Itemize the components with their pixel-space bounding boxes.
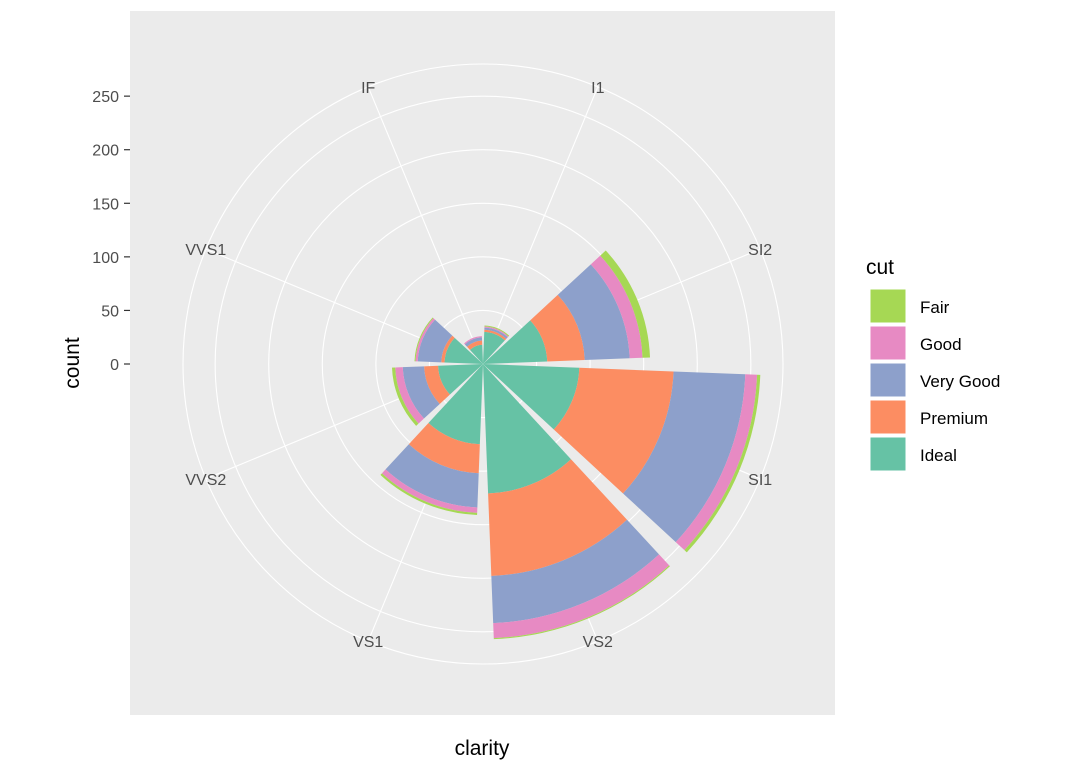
category-label-vs2: VS2 — [583, 634, 613, 651]
bar-if-premium — [466, 340, 483, 350]
grid-spoke-i1 — [482, 86, 599, 365]
legend-swatch-fair — [869, 288, 907, 324]
bar-vvs2-very-good — [402, 366, 440, 419]
grid-circle-200 — [268, 149, 698, 579]
category-label-vvs2: VVS2 — [185, 472, 226, 489]
legend-label-good: Good — [920, 335, 962, 354]
legend-label-premium: Premium — [920, 409, 988, 428]
bar-vvs2-fair — [391, 367, 419, 426]
bar-vs2-good — [493, 554, 670, 639]
category-label-vs1: VS1 — [353, 634, 383, 651]
grid-circle-250 — [214, 95, 752, 633]
grid-circle-100 — [375, 256, 591, 472]
legend-swatch-ideal — [869, 436, 907, 472]
bar-si2-premium — [530, 294, 585, 362]
y-tick-label-0: 0 — [110, 357, 119, 374]
y-tick-label-150: 150 — [92, 196, 119, 213]
bar-vs1-very-good — [385, 444, 479, 508]
grid-circle-50 — [428, 309, 538, 419]
category-label-si1: SI1 — [748, 472, 772, 489]
bar-si1-very-good — [623, 371, 746, 543]
bar-vvs1-very-good — [417, 319, 453, 363]
legend-label-fair: Fair — [920, 298, 950, 317]
grid-circle-150 — [321, 202, 645, 526]
legend-label-ideal: Ideal — [920, 446, 957, 465]
legend-swatch-good — [869, 325, 907, 361]
bar-si2-ideal — [483, 320, 548, 364]
bar-si1-premium — [553, 367, 674, 494]
legend-title: cut — [866, 256, 894, 279]
bars — [380, 250, 761, 640]
bar-vvs2-ideal — [438, 364, 483, 395]
y-axis: 0 50 100 150 200 250 — [92, 89, 130, 374]
bar-si2-good — [590, 255, 643, 359]
bar-vs2-ideal — [483, 364, 572, 494]
y-tick-label-100: 100 — [92, 250, 119, 267]
category-label-if: IF — [361, 80, 375, 97]
bar-if-ideal — [469, 344, 483, 364]
y-tick-label-50: 50 — [101, 303, 119, 320]
y-axis-title: count — [61, 337, 84, 389]
y-tick-label-200: 200 — [92, 143, 119, 160]
bar-vs2-premium — [488, 459, 628, 576]
grid-circle-outer — [182, 63, 784, 665]
bar-vs2-very-good — [491, 519, 660, 624]
bar-i1-fair — [484, 325, 510, 337]
bar-vs1-good — [381, 469, 478, 513]
x-axis-title: clarity — [455, 737, 510, 760]
bar-vs1-ideal — [428, 364, 483, 445]
category-label-vvs1: VVS1 — [185, 242, 226, 259]
bar-si2-fair — [600, 250, 651, 358]
category-labels: I1 SI2 SI1 VS2 VS1 VVS2 VVS1 IF — [185, 80, 772, 651]
legend-label-very-good: Very Good — [920, 372, 1000, 391]
bar-i1-ideal — [483, 331, 505, 364]
bar-if-good — [464, 336, 482, 345]
bar-vvs2-good — [395, 367, 424, 424]
legend: cut Fair Good Very Good Premium Ideal — [866, 256, 1000, 472]
bar-vvs1-ideal — [444, 337, 483, 364]
category-label-si2: SI2 — [748, 242, 772, 259]
bar-vvs2-premium — [424, 365, 450, 405]
bar-vs1-premium — [408, 423, 480, 474]
bar-i1-good — [484, 326, 509, 338]
category-label-i1: I1 — [591, 80, 604, 97]
bar-i1-premium — [484, 329, 507, 341]
bar-si1-ideal — [483, 364, 580, 430]
grid-spoke-if — [367, 86, 484, 365]
bar-if-very-good — [464, 337, 483, 347]
legend-swatch-premium — [869, 399, 907, 435]
bar-vvs1-good — [415, 318, 436, 362]
legend-swatch-very-good — [869, 362, 907, 398]
bar-si2-very-good — [557, 264, 630, 361]
bar-i1-very-good — [484, 327, 508, 339]
bar-vvs1-premium — [441, 335, 455, 363]
y-tick-label-250: 250 — [92, 89, 119, 106]
bar-si1-good — [675, 374, 758, 551]
